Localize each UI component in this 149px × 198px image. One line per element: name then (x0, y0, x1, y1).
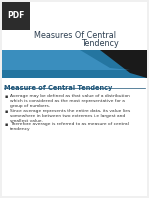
FancyBboxPatch shape (2, 2, 30, 30)
Text: Since average represents the entire data, its value lies
somewhere in between tw: Since average represents the entire data… (10, 109, 130, 123)
Text: Therefore average is referred to as measure of central
tendency: Therefore average is referred to as meas… (10, 122, 129, 131)
Text: Measure of Central Tendency: Measure of Central Tendency (4, 85, 112, 91)
FancyBboxPatch shape (2, 2, 147, 196)
Text: ▪: ▪ (5, 122, 8, 127)
FancyBboxPatch shape (2, 50, 147, 78)
Polygon shape (2, 50, 130, 70)
Text: ▪: ▪ (5, 94, 8, 99)
Text: Tendency: Tendency (81, 38, 119, 48)
Text: ▪: ▪ (5, 109, 8, 114)
Polygon shape (2, 50, 147, 78)
Text: Average may be defined as that value of a distribution
which is considered as th: Average may be defined as that value of … (10, 94, 130, 108)
Text: PDF: PDF (7, 11, 25, 21)
Text: Measures Of Central: Measures Of Central (34, 30, 116, 39)
